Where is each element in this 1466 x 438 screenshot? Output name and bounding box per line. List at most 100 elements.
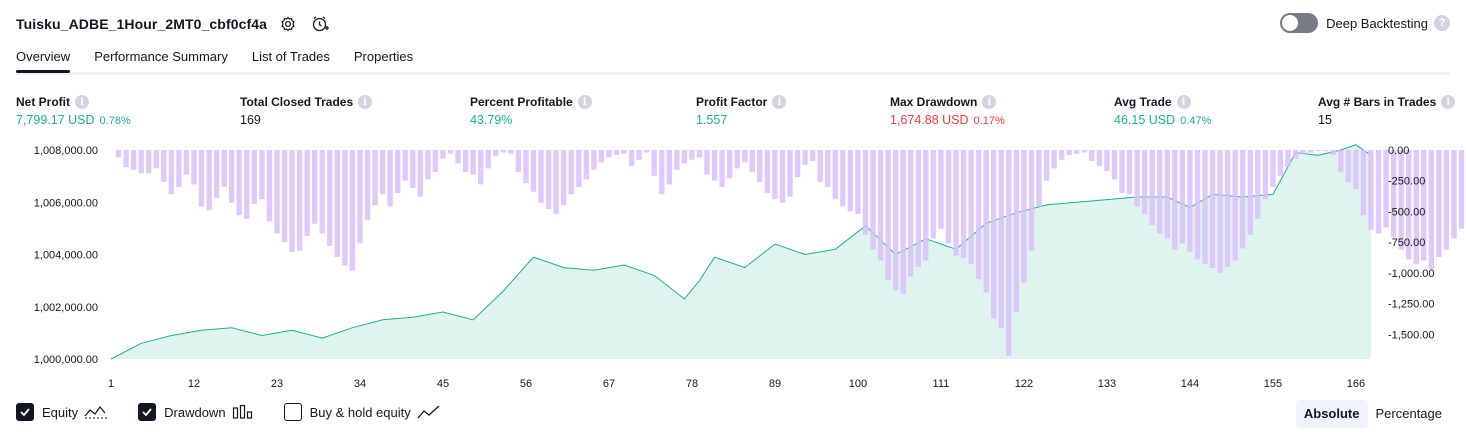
info-icon[interactable]: i: [1176, 95, 1191, 109]
drawdown-bar: [1338, 150, 1344, 173]
drawdown-bar: [1443, 150, 1450, 250]
metric-value: 43.79%: [470, 113, 513, 127]
info-icon[interactable]: i: [982, 95, 997, 109]
drawdown-bar: [213, 150, 220, 198]
y-tick-label: 1,008,000.00: [34, 145, 98, 157]
strategy-header: Tuisku_ADBE_1Hour_2MT0_cbf0cf4a: [16, 12, 331, 36]
drawdown-bar: [485, 150, 491, 169]
drawdown-bar: [1089, 150, 1095, 162]
drawdown-bar: [651, 150, 657, 176]
drawdown-bar: [206, 150, 212, 211]
drawdown-bar: [825, 150, 831, 187]
metric-label: Net Profit: [16, 95, 70, 109]
drawdown-bar: [1096, 150, 1103, 166]
drawdown-bar: [1375, 150, 1382, 234]
legend-buy-hold[interactable]: Buy & hold equity: [283, 403, 441, 421]
settings-gear-icon[interactable]: [277, 13, 299, 35]
info-icon[interactable]: i: [772, 95, 787, 109]
info-icon[interactable]: i: [577, 95, 592, 109]
drawdown-bar: [410, 150, 416, 189]
drawdown-bar: [900, 150, 906, 294]
drawdown-bar: [221, 150, 227, 187]
drawdown-bar: [395, 150, 401, 193]
tab-properties[interactable]: Properties: [353, 49, 414, 64]
drawdown-bar: [304, 150, 310, 237]
metric-value: 169: [240, 113, 261, 127]
metric-total-closed-trades: Total Closed Trades i 169: [240, 94, 373, 129]
x-tick-label: 56: [520, 378, 532, 390]
tab-overview[interactable]: Overview: [16, 46, 71, 74]
drawdown-bar: [236, 150, 242, 216]
metric-net-profit: Net Profit i 7,799.17 USD 0.78%: [16, 94, 131, 129]
equity-checkbox[interactable]: [16, 403, 34, 421]
drawdown-bar: [561, 150, 567, 206]
alert-clock-icon[interactable]: [309, 13, 331, 35]
drawdown-bar: [1058, 150, 1065, 160]
y2-tick-label: -1,500.00: [1388, 329, 1434, 341]
info-icon[interactable]: i: [75, 95, 89, 109]
drawdown-bar: [229, 150, 235, 203]
drawdown-bar: [176, 150, 182, 187]
drawdown-bar: [402, 150, 408, 181]
drawdown-bar: [266, 150, 273, 222]
drawdown-bar: [727, 150, 733, 179]
drawdown-bar: [975, 150, 982, 280]
drawdown-bar: [628, 150, 635, 166]
info-icon[interactable]: i: [1441, 95, 1456, 109]
drawdown-bar: [1036, 150, 1042, 207]
metric-label: Max Drawdown: [890, 95, 978, 109]
deep-backtesting-toggle[interactable]: [1280, 13, 1319, 33]
drawdown-bar: [945, 150, 952, 244]
y2-tick-label: 0.00: [1388, 145, 1409, 157]
buy-hold-checkbox[interactable]: [283, 403, 302, 421]
legend-equity[interactable]: Equity: [16, 403, 108, 421]
drawdown-bar: [1081, 150, 1087, 153]
drawdown-bar: [674, 150, 680, 170]
drawdown-bar: [327, 150, 333, 246]
drawdown-bar: [312, 150, 318, 224]
metric-percent: 0.47%: [1180, 115, 1212, 127]
drawdown-bar: [576, 150, 582, 187]
tab-performance-summary[interactable]: Performance Summary: [94, 49, 228, 64]
metric-max-drawdown: Max Drawdown i 1,674.88 USD 0.17%: [890, 94, 1005, 129]
drawdown-bar: [1164, 150, 1170, 239]
drawdown-bar: [606, 150, 612, 158]
drawdown-bar: [1383, 150, 1389, 228]
drawdown-bar: [696, 150, 703, 158]
drawdown-bar: [1315, 150, 1321, 152]
drawdown-bar: [991, 150, 997, 319]
display-mode: Absolute Percentage: [1295, 400, 1450, 428]
drawdown-bar: [1353, 150, 1359, 190]
drawdown-bar: [387, 150, 393, 207]
drawdown-bar: [1051, 150, 1057, 169]
drawdown-bar: [251, 150, 257, 205]
drawdown-bar: [1451, 150, 1457, 239]
x-tick-label: 23: [271, 378, 283, 390]
drawdown-bar: [478, 150, 484, 185]
legend-drawdown[interactable]: Drawdown: [138, 403, 253, 421]
drawdown-bar: [598, 150, 605, 163]
mode-percentage-button[interactable]: Percentage: [1375, 406, 1443, 421]
drawdown-bar: [840, 150, 846, 207]
tab-list-of-trades[interactable]: List of Trades: [251, 49, 330, 64]
drawdown-bar: [274, 150, 280, 234]
drawdown-bar: [183, 150, 190, 175]
drawdown-bar: [764, 150, 771, 193]
mode-absolute-button[interactable]: Absolute: [1295, 400, 1368, 428]
info-icon[interactable]: i: [358, 95, 373, 109]
x-tick-label: 45: [437, 378, 449, 390]
equity-drawdown-chart[interactable]: 1,000,000.00 1,002,000.00 1,004,000.00 1,00…: [0, 140, 1466, 395]
drawdown-checkbox[interactable]: [138, 403, 157, 421]
drawdown-bar: [432, 150, 439, 173]
x-tick-label: 100: [849, 378, 867, 390]
drawdown-bar: [1262, 150, 1269, 200]
drawdown-bar: [296, 150, 303, 251]
drawdown-bar: [364, 150, 371, 221]
help-icon[interactable]: ?: [1434, 15, 1450, 31]
drawdown-bar: [349, 150, 356, 271]
drawdown-bar: [259, 150, 265, 200]
drawdown-bar: [523, 150, 529, 184]
drawdown-bar: [832, 150, 838, 200]
drawdown-bar: [636, 150, 642, 160]
drawdown-bar: [1323, 150, 1329, 152]
